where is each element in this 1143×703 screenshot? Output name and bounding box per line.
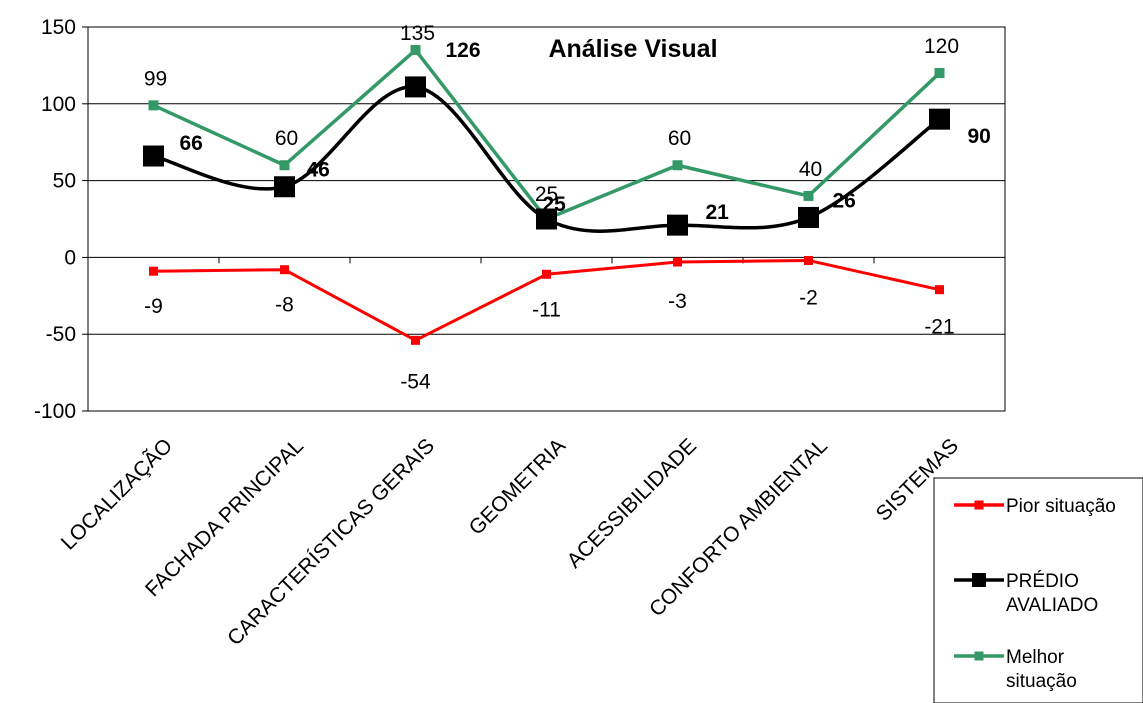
data-label: 66 [180,132,203,155]
legend-box [933,477,1143,703]
data-point [536,208,557,230]
y-tick-label: 100 [41,93,76,116]
data-point [143,145,164,167]
data-label: 126 [446,39,481,62]
data-point [935,285,944,295]
data-label: 135 [400,22,435,45]
data-point [279,160,290,171]
y-tick-label: 0 [64,246,76,269]
data-point [929,108,950,130]
data-label: -2 [799,286,818,309]
data-label: 21 [706,201,730,224]
data-point [542,269,551,279]
legend-marker [974,651,984,661]
data-point [798,206,819,228]
data-label: -3 [668,290,687,313]
legend-marker [972,573,986,587]
data-point [280,265,289,275]
data-point [934,68,945,79]
data-labels: -9 -8 -54 -11 -3 -2 -21 66 46 126 25 21 26 90 99 60 135 2… [144,22,991,393]
data-label: -21 [924,316,954,339]
data-point [672,160,683,171]
data-point [411,335,420,345]
legend-item: Pior situação [954,496,1116,517]
x-tick-label: ACESSIBILIDADE [563,434,701,572]
legend-label: Melhor situação [1006,647,1077,692]
data-label: -9 [144,295,163,318]
legend-label: PRÉDIO AVALIADO [1006,571,1098,616]
data-point [149,266,158,276]
legend-marker [974,500,984,510]
data-label: 46 [307,159,330,182]
data-point [274,176,295,198]
x-tick-label: CARACTERÍSTICAS GERAIS [223,434,439,650]
gridlines [88,103,1005,335]
chart-title: Análise Visual [548,35,717,63]
data-point [405,76,426,98]
data-label: -54 [400,370,431,393]
legend-item: PRÉDIO AVALIADO [954,571,1098,616]
y-tick-label: -100 [34,400,76,423]
data-label: 25 [543,193,567,216]
data-label: -11 [532,298,561,321]
x-tick-label: GEOMETRIA [465,434,570,539]
y-tick-label: -50 [46,323,76,346]
data-label: 90 [968,125,991,148]
data-point [673,257,682,267]
data-point [804,255,813,265]
data-label: 99 [144,67,167,90]
y-axis: 150 100 50 0 -50 -100 [34,16,88,423]
data-point [410,45,421,56]
data-label: -8 [275,294,294,317]
data-label: 120 [924,35,959,58]
series-pior-situa-o [149,255,944,345]
data-point [667,214,688,236]
x-tick-label: LOCALIZAÇÃO [56,434,177,555]
legend: Pior situação PRÉDIO AVALIADO Melhor situaçã… [933,477,1143,703]
data-label: 60 [275,127,298,150]
series-layer [143,45,950,345]
data-point [803,190,814,201]
series-pr-dio-avaliado [143,76,950,236]
legend-label: Pior situação [1006,496,1116,517]
data-label: 26 [833,189,856,212]
data-label: 40 [799,158,822,181]
data-label: 60 [668,127,691,150]
data-label: 25 [535,183,558,206]
y-tick-label: 150 [41,16,76,39]
legend-item: Melhor situação [954,647,1077,692]
data-point [148,100,159,111]
y-tick-label: 50 [53,170,76,193]
